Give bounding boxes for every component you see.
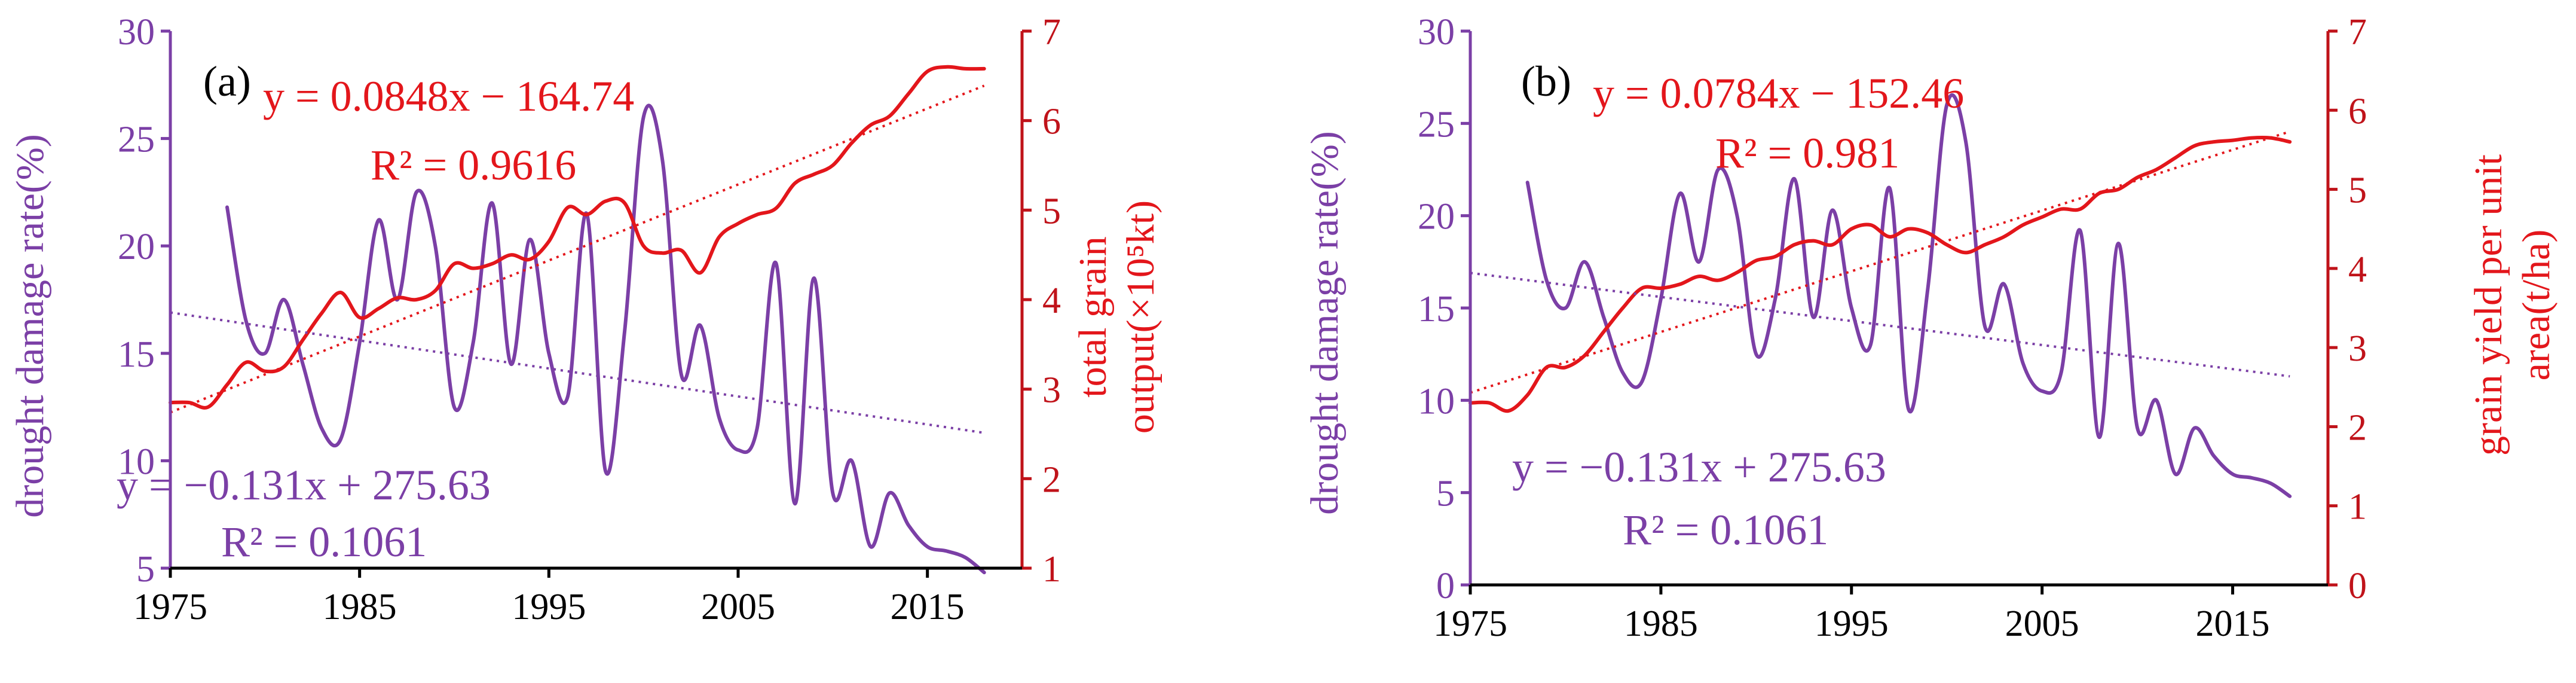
panel-a-plot-lines xyxy=(169,65,986,575)
left-tick-label: 10 xyxy=(118,441,155,482)
left-tick-label: 0 xyxy=(1436,566,1455,606)
panel-b-right-axis-title-line2: area(t/ha) xyxy=(2514,230,2558,381)
panel-a-grain-r2: R² = 0.9616 xyxy=(371,141,576,189)
right-tick-label: 7 xyxy=(2348,12,2367,53)
left-tick-label: 30 xyxy=(1418,12,1455,53)
drought-damage-rate-line xyxy=(1525,93,2292,498)
x-tick-label: 2005 xyxy=(2005,603,2079,644)
right-tick-label: 5 xyxy=(2348,170,2367,211)
panel-a-left-axis-title: drought damage rate(%) xyxy=(8,134,52,517)
left-tick-label: 30 xyxy=(118,12,155,53)
panel-a-left-ticks: 5 10 15 20 25 30 xyxy=(118,12,170,590)
x-tick-label: 1985 xyxy=(1624,603,1698,644)
drought-damage-rate-line xyxy=(225,103,986,575)
panel-b-right-axis-title-line1: grain yield per unit xyxy=(2467,154,2510,456)
left-tick-label: 5 xyxy=(136,549,155,590)
right-tick-label: 5 xyxy=(1042,191,1061,231)
right-tick-label: 0 xyxy=(2348,566,2367,606)
total-grain-output-line xyxy=(169,65,986,410)
x-tick-label: 2015 xyxy=(2196,603,2270,644)
right-tick-label: 3 xyxy=(2348,328,2367,369)
right-tick-label: 6 xyxy=(2348,91,2367,132)
panel-b-label: (b) xyxy=(1521,57,1571,105)
right-tick-label: 3 xyxy=(1042,370,1061,411)
panel-b-drought-equation: y = −0.131x + 275.63 xyxy=(1512,443,1886,491)
panel-b-grain-equation: y = 0.0784x − 152.46 xyxy=(1593,69,1964,117)
panel-b-x-ticks: 1975 1985 1995 2005 2015 xyxy=(1433,585,2270,644)
left-tick-label: 20 xyxy=(118,227,155,267)
panel-a-label: (a) xyxy=(203,57,251,105)
x-tick-label: 2015 xyxy=(891,587,965,627)
panel-b-grain-r2: R² = 0.981 xyxy=(1715,129,1899,177)
panel-b: 0 5 10 15 20 25 30 0 1 2 3 4 5 6 7 1975 1985 1995 2005 20… xyxy=(1303,12,2558,644)
right-tick-label: 1 xyxy=(1042,549,1061,590)
left-tick-label: 15 xyxy=(1418,289,1455,330)
panel-b-left-ticks: 0 5 10 15 20 25 30 xyxy=(1418,12,1470,606)
left-tick-label: 5 xyxy=(1436,474,1455,514)
grain-trend-trendline xyxy=(170,84,985,414)
panel-b-left-axis-title: drought damage rate(%) xyxy=(1303,131,1347,514)
right-tick-label: 4 xyxy=(1042,280,1061,321)
panel-a-drought-equation: y = −0.131x + 275.63 xyxy=(117,461,491,509)
x-tick-label: 1995 xyxy=(1815,603,1889,644)
panel-b-right-ticks: 0 1 2 3 4 5 6 7 xyxy=(2328,12,2367,606)
x-tick-label: 1975 xyxy=(1433,603,1507,644)
left-tick-label: 10 xyxy=(1418,381,1455,422)
panel-a-x-ticks: 1975 1985 1995 2005 2015 xyxy=(133,568,965,627)
x-tick-label: 2005 xyxy=(701,587,775,627)
drought-trend-trendline xyxy=(1470,272,2290,378)
right-tick-label: 6 xyxy=(1042,102,1061,142)
left-tick-label: 25 xyxy=(1418,104,1455,145)
x-tick-label: 1985 xyxy=(323,587,397,627)
panel-a-grain-equation: y = 0.0848x − 164.74 xyxy=(263,72,634,120)
panel-a-drought-r2: R² = 0.1061 xyxy=(221,518,427,566)
panel-b-plot-lines xyxy=(1468,93,2292,498)
right-tick-label: 7 xyxy=(1042,12,1061,53)
grain-yield-per-unit-area-line xyxy=(1468,135,2292,413)
left-tick-label: 25 xyxy=(118,120,155,160)
right-tick-label: 1 xyxy=(2348,487,2367,528)
panel-a-right-axis-title-line1: total grain xyxy=(1071,236,1115,397)
panel-b-drought-r2: R² = 0.1061 xyxy=(1623,506,1828,554)
right-tick-label: 4 xyxy=(2348,249,2367,290)
panel-a: 5 10 15 20 25 30 1 2 3 4 5 6 7 1975 1985 1995 2005 2015… xyxy=(8,12,1162,627)
x-tick-label: 1995 xyxy=(512,587,586,627)
right-tick-label: 2 xyxy=(2348,407,2367,448)
left-tick-label: 20 xyxy=(1418,197,1455,237)
x-tick-label: 1975 xyxy=(133,587,207,627)
right-tick-label: 2 xyxy=(1042,459,1061,500)
panel-a-right-axis-title-line2: output(×10⁵kt) xyxy=(1119,200,1162,434)
panel-a-right-ticks: 1 2 3 4 5 6 7 xyxy=(1022,12,1061,590)
left-tick-label: 15 xyxy=(118,334,155,375)
drought-trend-trendline xyxy=(170,311,984,434)
